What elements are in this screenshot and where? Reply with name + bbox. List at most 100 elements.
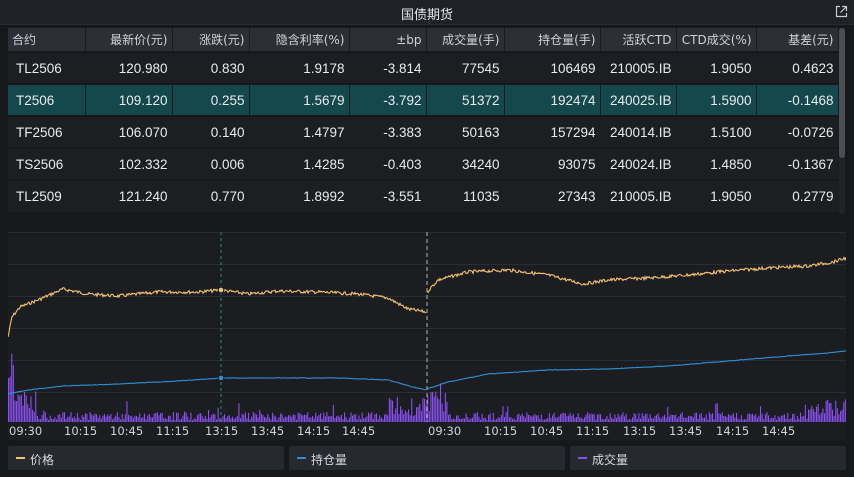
external-link-icon[interactable] <box>835 5 848 18</box>
volume-bar <box>8 378 10 422</box>
header-basis[interactable]: 基差(元) <box>756 28 839 52</box>
volume-bar <box>670 414 672 422</box>
cell-active-ctd: 240024.IB <box>600 147 677 180</box>
volume-bar <box>756 417 758 422</box>
table-scrollbar[interactable] <box>839 28 845 214</box>
volume-bar <box>320 413 322 422</box>
legend-volume-label: 成交量 <box>592 453 629 467</box>
volume-bar <box>28 408 30 422</box>
volume-bar <box>52 419 54 422</box>
open-interest-marker <box>217 374 225 382</box>
volume-bar <box>148 414 150 422</box>
volume-bar <box>249 419 251 422</box>
volume-bar <box>70 412 72 422</box>
header-ctd-yield[interactable]: CTD成交(%) <box>676 28 757 52</box>
scrollbar-thumb[interactable] <box>839 28 845 158</box>
volume-bar <box>665 417 667 422</box>
volume-bar <box>361 412 363 422</box>
legend-price-swatch <box>16 457 25 459</box>
volume-bar <box>681 412 683 422</box>
volume-bar <box>497 417 499 422</box>
cell-open-interest: 157294 <box>504 115 601 148</box>
volume-bar <box>443 411 445 422</box>
volume-bar <box>36 415 38 422</box>
volume-bar <box>582 418 584 422</box>
volume-bar <box>724 416 726 422</box>
volume-bar <box>537 415 539 422</box>
cell-last-price: 121.240 <box>85 179 173 212</box>
volume-bar <box>609 413 611 422</box>
volume-bar <box>310 417 312 422</box>
volume-bar <box>336 416 338 422</box>
volume-bar <box>140 418 142 422</box>
table-row[interactable]: TL2509 121.240 0.770 1.8992 -3.551 11035… <box>8 179 839 212</box>
intraday-chart[interactable] <box>8 232 846 440</box>
header-change[interactable]: 涨跌(元) <box>172 28 250 52</box>
volume-bar <box>521 413 523 422</box>
volume-bar <box>840 411 842 422</box>
volume-bar <box>465 413 467 422</box>
intraday-chart-svg[interactable] <box>8 232 846 422</box>
volume-bar <box>27 404 29 422</box>
legend-volume[interactable]: 成交量 <box>570 446 846 470</box>
header-open-interest[interactable]: 持仓量(手) <box>504 28 601 52</box>
volume-bar <box>276 419 278 422</box>
volume-bar <box>601 418 603 422</box>
volume-bar <box>555 417 557 422</box>
header-implied-rate[interactable]: 隐含利率(%) <box>249 28 350 52</box>
volume-bar <box>424 398 426 422</box>
cell-symbol: TL2509 <box>8 179 86 212</box>
volume-bar <box>108 415 110 422</box>
volume-bar <box>334 417 336 422</box>
volume-bar <box>62 412 64 422</box>
time-tick: 14:45 <box>342 424 376 438</box>
cell-bp: -3.551 <box>349 179 427 212</box>
volume-bar <box>595 419 597 422</box>
table-row[interactable]: TL2506 120.980 0.830 1.9178 -3.814 77545… <box>8 51 839 84</box>
volume-bar <box>198 413 200 422</box>
volume-bar <box>484 417 486 422</box>
legend-open-interest[interactable]: 持仓量 <box>289 446 565 470</box>
volume-bar <box>75 418 77 422</box>
volume-bar <box>212 413 214 422</box>
volume-bar <box>476 412 478 422</box>
volume-bar <box>617 413 619 422</box>
cell-active-ctd: 240014.IB <box>600 115 677 148</box>
header-symbol[interactable]: 合约 <box>8 28 86 52</box>
volume-bar <box>577 413 579 422</box>
volume-bar <box>556 417 558 422</box>
volume-bar <box>65 418 67 422</box>
volume-bar <box>256 414 258 422</box>
volume-bar <box>275 416 277 422</box>
header-volume[interactable]: 成交量(手) <box>426 28 505 52</box>
volume-bar <box>97 417 99 422</box>
volume-bar <box>100 418 102 422</box>
header-last-price[interactable]: 最新价(元) <box>85 28 173 52</box>
cell-ctd-yield: 1.5100 <box>676 115 757 148</box>
volume-bar <box>574 417 576 422</box>
cell-ctd-yield: 1.4850 <box>676 147 757 180</box>
volume-bar <box>515 420 517 422</box>
volume-bar <box>297 412 299 422</box>
volume-bar <box>422 398 424 422</box>
volume-bar <box>174 419 176 422</box>
volume-bar <box>238 403 240 422</box>
volume-bar <box>524 417 526 422</box>
legend-price[interactable]: 价格 <box>8 446 284 470</box>
volume-bar <box>248 412 250 422</box>
table-row[interactable]: TS2506 102.332 0.006 1.4285 -0.403 34240… <box>8 147 839 180</box>
volume-bar <box>489 413 491 422</box>
table-row-selected[interactable]: T2506 109.120 0.255 1.5679 -3.792 51372 … <box>8 83 839 116</box>
volume-bar <box>385 413 387 422</box>
table-row[interactable]: TF2506 106.070 0.140 1.4797 -3.383 50163… <box>8 115 839 148</box>
volume-bar <box>472 417 474 422</box>
cell-volume: 50163 <box>426 115 505 148</box>
volume-bar <box>172 412 174 422</box>
volume-bar <box>625 413 627 422</box>
volume-bar <box>483 418 485 422</box>
volume-bar <box>288 415 290 422</box>
header-bp[interactable]: ±bp <box>349 28 427 52</box>
volume-bar <box>49 415 51 422</box>
header-active-ctd[interactable]: 活跃CTD <box>600 28 677 52</box>
volume-bar <box>451 419 453 422</box>
